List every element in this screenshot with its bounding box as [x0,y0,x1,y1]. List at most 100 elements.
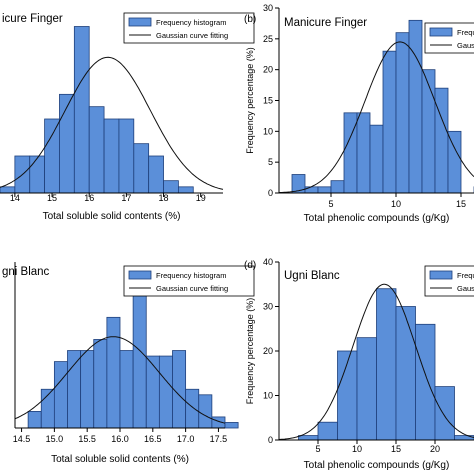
y-tick-label: 20 [263,346,273,356]
x-tick-label: 16 [84,193,94,203]
histogram-bar [356,112,371,194]
histogram-bar [343,112,358,194]
panel-title: Ugni Blanc [284,270,340,282]
y-tick-label: 15 [263,96,273,106]
histogram-bar [421,69,436,194]
histogram-bar [172,350,187,429]
x-tick-label: 17.0 [177,434,195,444]
histogram-bar [395,306,416,441]
y-tick-label: 30 [263,302,273,312]
x-tick-label: 15.5 [78,434,96,444]
y-tick-label: 0 [268,435,273,445]
legend-label-histogram: Frequency histogram [457,271,474,280]
legend-label-curve: Gaussian curve fitting [457,41,474,50]
x-axis-label: Total soluble solid contents (%) [51,454,189,465]
y-axis-label: Frequency percentage (%) [245,47,255,154]
y-tick-label: 10 [263,391,273,401]
x-tick-label: 14.5 [13,434,31,444]
legend: Frequency histogram Gaussian curve fittin… [123,12,255,44]
histogram-bar [177,186,194,194]
histogram-bar [106,316,121,429]
x-tick-label: 10 [391,199,401,209]
histogram-bar [73,26,90,194]
y-tick-label: 20 [263,65,273,75]
histogram-bar [53,361,68,429]
x-axis-label: Total soluble solid contents (%) [43,211,181,222]
x-tick-label: 16.0 [111,434,129,444]
histogram-bar [88,106,105,194]
legend: Frequency histogram Gaussian curve fittin… [424,22,474,54]
histogram-bar [317,421,338,441]
x-tick-label: 14 [10,193,20,203]
legend-label-histogram: Frequency histogram [457,28,474,37]
x-tick-label: 17 [121,193,131,203]
histogram-bar [395,32,410,194]
histogram-bar [382,50,397,194]
histogram-bar [330,180,345,194]
legend-label-curve: Gaussian curve fitting [457,284,474,293]
histogram-bar [80,350,95,429]
x-tick-label: 15 [391,444,401,454]
gaussian-curve [0,56,224,190]
histogram-bar [158,355,173,429]
legend-label-histogram: Frequency histogram [156,271,226,280]
gaussian-curve [14,336,226,424]
panel-label: (d) [244,260,256,271]
x-tick-label: 15 [456,199,466,209]
legend-label-curve: Gaussian curve fitting [156,284,228,293]
x-tick-label: 15.0 [46,434,64,444]
y-tick-label: 40 [263,257,273,267]
histogram-bar [133,143,150,194]
legend-swatch-histogram [429,27,453,37]
x-tick-label: 19 [196,193,206,203]
histogram-bar [148,155,164,194]
y-tick-label: 5 [268,157,273,167]
legend-swatch-histogram [128,270,152,280]
x-axis-label: Total phenolic compounds (g/Kg) [304,460,450,471]
y-tick-label: 10 [263,126,273,136]
histogram-bar [119,350,134,429]
panel-4: 5 10 15 20 0 10 20 30 40 Total phenolic compounds… [244,257,474,471]
histogram-bar [67,350,82,429]
histogram-bar [224,422,239,429]
y-tick-label: 0 [268,188,273,198]
histogram-bar [408,19,423,194]
y-tick-label: 30 [263,3,273,13]
x-tick-label: 16.5 [144,434,162,444]
x-tick-label: 10 [352,444,362,454]
histogram-bar [454,435,474,441]
panel-title: gni Blanc [2,266,50,278]
y-axis-label: Frequency percentage (%) [245,298,255,405]
x-tick-label: 18 [159,193,169,203]
panel-label: (b) [244,14,256,25]
histogram-bar [163,180,179,194]
histogram-bar [103,118,120,194]
histogram-bar [145,355,160,429]
histogram-bar [434,87,449,194]
histogram-bar [376,288,397,441]
x-tick-label: 15 [47,193,57,203]
histogram-bar [93,339,108,429]
x-tick-label: 5 [315,444,320,454]
panel-2: 5 10 15 0 5 10 15 20 25 30 Total phenolic compound… [244,3,474,224]
histogram-bar [44,118,60,194]
legend-swatch-histogram [128,17,152,27]
histogram-bar [304,186,319,194]
histogram-bar [298,435,319,441]
histogram-bar [415,323,436,441]
x-tick-label: 20 [430,444,440,454]
histogram-bar [356,337,377,441]
histogram-bar [447,130,462,194]
histogram-bar [132,289,147,429]
histogram-bar [118,118,135,194]
gaussian-curve [278,283,474,440]
histogram-bar [317,186,332,194]
legend-label-histogram: Frequency histogram [156,18,226,27]
x-tick-label: 5 [328,199,333,209]
panel-3: 14.5 15.0 15.5 16.0 16.5 17.0 17.5 Total solubl… [2,262,255,465]
histogram-bar [27,410,42,429]
panel-title: Manicure Finger [284,17,367,29]
legend: Frequency histogram Gaussian curve fittin… [424,265,474,297]
legend: Frequency histogram Gaussian curve fittin… [123,265,255,297]
